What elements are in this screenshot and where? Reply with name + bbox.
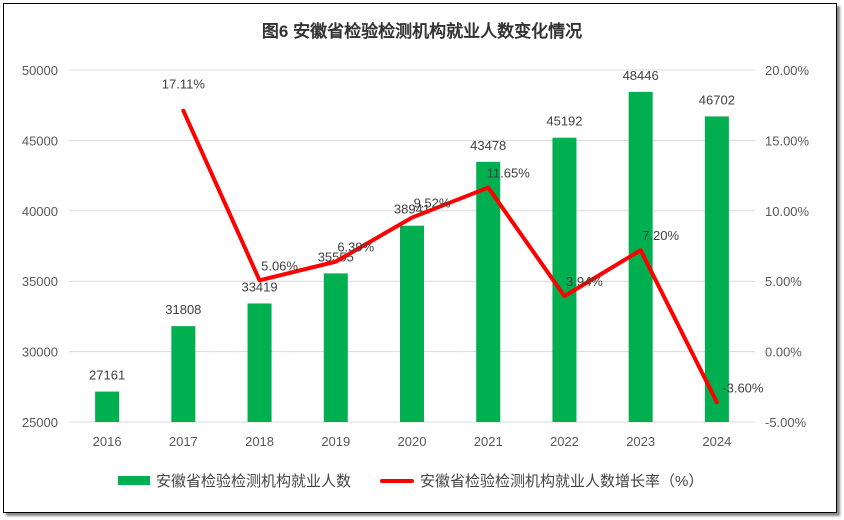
x-tick-label: 2024 bbox=[702, 434, 731, 449]
bar bbox=[476, 161, 501, 422]
bar bbox=[704, 116, 729, 422]
y-right-tick-label: 15.00% bbox=[765, 133, 810, 148]
growth-rate-line bbox=[181, 108, 719, 405]
bar-data-label: 33419 bbox=[241, 279, 277, 294]
bar-data-label: 48446 bbox=[623, 68, 659, 83]
line-data-label: 5.06% bbox=[261, 258, 298, 273]
x-tick-label: 2016 bbox=[93, 434, 122, 449]
y-left-tick-label: 40000 bbox=[22, 204, 58, 219]
bar-data-label: 43478 bbox=[470, 138, 506, 153]
y-left-tick-label: 25000 bbox=[22, 415, 58, 430]
bar-data-label: 27161 bbox=[89, 368, 125, 383]
y-left-tick-label: 50000 bbox=[22, 63, 58, 78]
line-data-label: 7.20% bbox=[642, 228, 679, 243]
chart-title: 图6 安徽省检验检测机构就业人数变化情况 bbox=[261, 22, 583, 41]
y-right-tick-label: -5.00% bbox=[765, 415, 807, 430]
legend-bar-swatch bbox=[118, 476, 150, 485]
x-tick-label: 2019 bbox=[321, 434, 350, 449]
y-left-tick-label: 45000 bbox=[22, 133, 58, 148]
x-tick-label: 2023 bbox=[626, 434, 655, 449]
y-left-tick-label: 30000 bbox=[22, 345, 58, 360]
y-left-tick-label: 35000 bbox=[22, 274, 58, 289]
y-right-tick-label: 0.00% bbox=[765, 345, 802, 360]
legend-line-swatch bbox=[380, 478, 414, 483]
line-data-label: 9.52% bbox=[414, 196, 451, 211]
x-tick-label: 2020 bbox=[398, 434, 427, 449]
bar bbox=[247, 303, 272, 422]
y-right-tick-label: 10.00% bbox=[765, 204, 810, 219]
bar-data-label: 46702 bbox=[699, 92, 735, 107]
bar-data-label: 31808 bbox=[165, 302, 201, 317]
legend-line-label: 安徽省检验检测机构就业人数增长率（%） bbox=[420, 473, 704, 490]
legend-bar: 安徽省检验检测机构就业人数 bbox=[118, 470, 351, 491]
line-data-label: 3.94% bbox=[566, 274, 603, 289]
y-right-tick-label: 5.00% bbox=[765, 274, 802, 289]
x-tick-label: 2018 bbox=[245, 434, 274, 449]
line-data-label: 11.65% bbox=[487, 166, 531, 181]
line-data-label: 6.39% bbox=[337, 240, 374, 255]
bar-data-label: 45192 bbox=[546, 114, 582, 129]
legend-bar-label: 安徽省检验检测机构就业人数 bbox=[156, 473, 352, 490]
line-data-label: 17.11% bbox=[162, 77, 206, 92]
bar bbox=[400, 225, 424, 422]
bar bbox=[552, 137, 577, 422]
line-data-label: -3.60% bbox=[722, 380, 764, 395]
x-tick-label: 2017 bbox=[169, 434, 198, 449]
bar bbox=[95, 391, 120, 422]
bar bbox=[171, 326, 196, 422]
bar-data-label: 35555 bbox=[318, 249, 354, 264]
legend-line: 安徽省检验检测机构就业人数增长率（%） bbox=[380, 470, 703, 491]
x-tick-label: 2022 bbox=[550, 434, 579, 449]
y-right-tick-label: 20.00% bbox=[765, 63, 810, 78]
bar bbox=[323, 273, 348, 422]
x-tick-label: 2021 bbox=[474, 434, 503, 449]
